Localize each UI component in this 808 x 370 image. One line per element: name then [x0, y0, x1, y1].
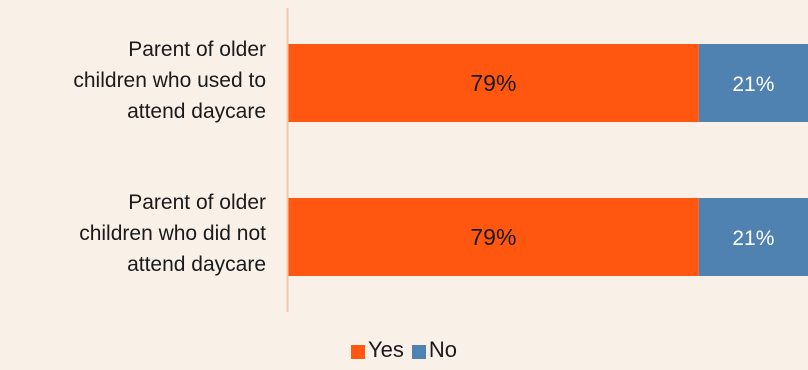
bar-no-1 [698, 198, 808, 276]
legend-label-yes: Yes [367, 337, 404, 362]
legend: Yes No [0, 337, 808, 363]
legend-label-no: No [428, 337, 457, 362]
bar-yes-1 [288, 198, 699, 276]
legend-swatch-yes [350, 345, 365, 359]
legend-swatch-no [411, 345, 426, 359]
data-label-no-1: 21% [732, 227, 774, 250]
data-label-yes-1: 79% [470, 224, 516, 250]
data-label-yes-0: 79% [470, 70, 516, 96]
bar-yes-0 [288, 44, 699, 122]
category-label-0-line-1: children who used to [73, 69, 266, 92]
category-label-1: Parent of older children who did not att… [6, 187, 266, 280]
category-label-0: Parent of older children who used to att… [6, 34, 266, 127]
data-label-no-0: 21% [732, 73, 774, 96]
category-label-1-line-0: Parent of older [128, 191, 266, 214]
category-label-0-line-0: Parent of older [128, 38, 266, 61]
legend-item-no: No [411, 337, 457, 363]
category-label-1-line-1: children who did not [79, 222, 266, 245]
category-label-1-line-2: attend daycare [127, 253, 266, 276]
bar-no-0 [698, 44, 808, 122]
category-label-0-line-2: attend daycare [127, 100, 266, 123]
legend-item-yes: Yes [350, 337, 404, 363]
